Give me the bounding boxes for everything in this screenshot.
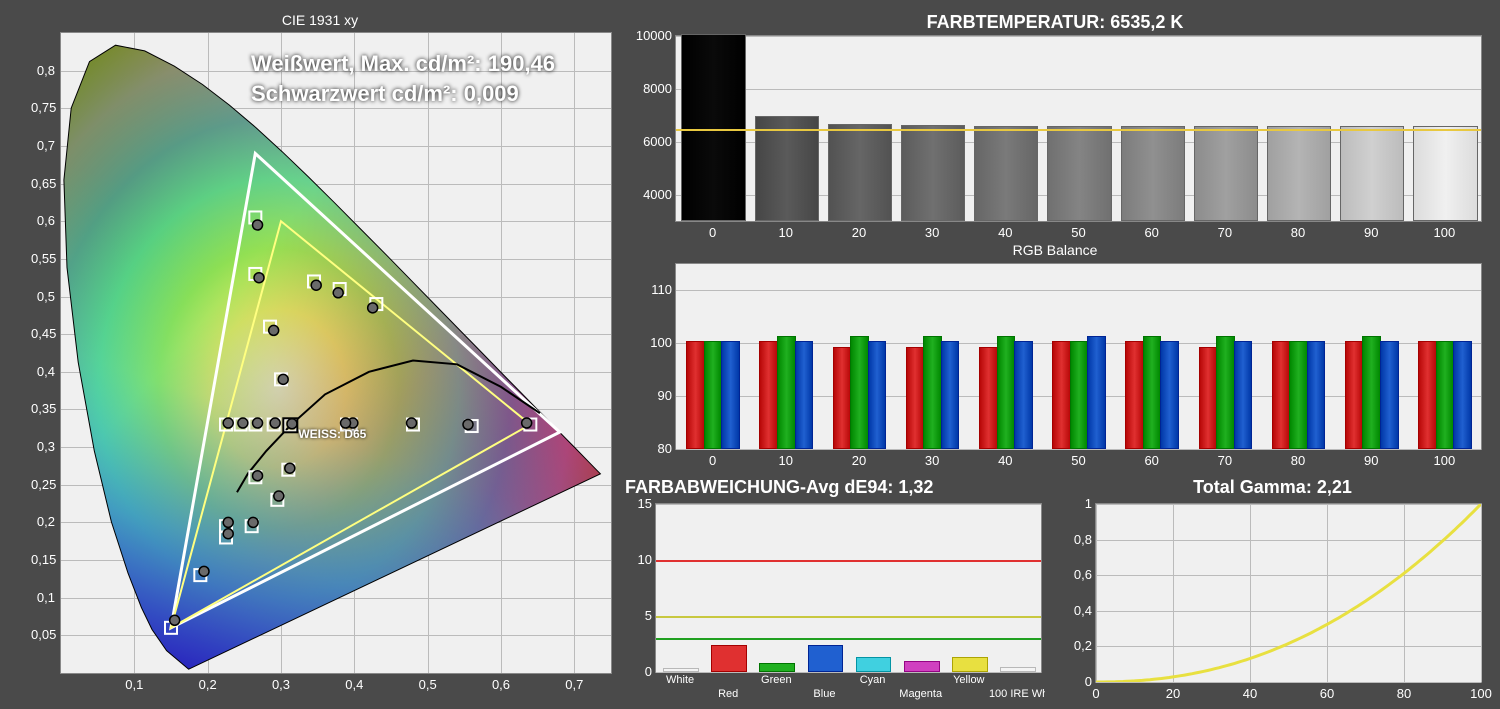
delta-bar-3	[808, 645, 844, 672]
rgb-bar-R-80	[1272, 341, 1291, 449]
rgb-bar-B-80	[1307, 341, 1326, 449]
rgb-bar-G-30	[923, 336, 942, 449]
rgb-bar-R-20	[833, 347, 852, 449]
cie-overlay-0: Weißwert, Max. cd/m²: 190,46	[251, 51, 555, 77]
rgb-plot: 80901001100102030405060708090100	[675, 263, 1482, 450]
rgb-bar-R-100	[1418, 341, 1437, 449]
rgb-bar-B-10	[795, 341, 814, 449]
rgb-bar-G-60	[1143, 336, 1162, 449]
rgb-bar-B-0	[721, 341, 740, 449]
cie-svg	[61, 33, 611, 673]
rgb-bar-G-70	[1216, 336, 1235, 449]
farbtemp-chart: FARBTEMPERATUR: 6535,2 K4000600080001000…	[625, 20, 1485, 235]
rgb-bar-G-50	[1070, 341, 1089, 449]
farbtemp-bar-50	[1047, 126, 1111, 221]
delta-chart: FARBABWEICHUNG-Avg dE94: 1,32051015White…	[625, 485, 1045, 695]
rgb-bar-R-40	[979, 347, 998, 449]
farbtemp-plot: 400060008000100000102030405060708090100	[675, 35, 1482, 222]
delta-title: FARBABWEICHUNG-Avg dE94: 1,32	[625, 477, 933, 498]
farbtemp-bar-80	[1267, 126, 1331, 221]
rgb-bar-B-60	[1160, 341, 1179, 449]
farbtemp-bar-60	[1121, 126, 1185, 221]
delta-bar-2	[759, 663, 795, 672]
farbtemp-title: FARBTEMPERATUR: 6535,2 K	[625, 12, 1485, 33]
cie-title: CIE 1931 xy	[30, 12, 610, 28]
rgb-bar-B-50	[1087, 336, 1106, 449]
d65-label: WEISS: D65	[298, 427, 366, 441]
rgb-bar-R-0	[686, 341, 705, 449]
rgb-bar-G-100	[1436, 341, 1455, 449]
rgb-bar-R-60	[1125, 341, 1144, 449]
rgb-bar-B-100	[1453, 341, 1472, 449]
farbtemp-bar-100	[1413, 126, 1477, 221]
rgb-bar-G-40	[997, 336, 1016, 449]
rgb-bar-R-70	[1199, 347, 1218, 449]
rgb-bar-B-70	[1234, 341, 1253, 449]
rgb-bar-B-90	[1380, 341, 1399, 449]
rgb-bar-R-50	[1052, 341, 1071, 449]
rgb-bar-R-90	[1345, 341, 1364, 449]
farbtemp-bar-20	[828, 124, 892, 221]
rgb-bar-R-10	[759, 341, 778, 449]
cie-overlay-1: Schwarzwert cd/m²: 0,009	[251, 81, 519, 107]
farbtemp-bar-30	[901, 125, 965, 221]
rgb-bar-G-90	[1362, 336, 1381, 449]
gamma-title: Total Gamma: 2,21	[1060, 477, 1485, 498]
farbtemp-bar-40	[974, 126, 1038, 221]
delta-bar-1	[711, 645, 747, 672]
rgb-bar-G-0	[704, 341, 723, 449]
rgb-bar-G-10	[777, 336, 796, 449]
delta-plot: 051015WhiteRedGreenBlueCyanMagentaYellow…	[655, 503, 1042, 673]
rgb-bar-B-30	[941, 341, 960, 449]
rgb-chart: RGB Balance80901001100102030405060708090…	[625, 248, 1485, 468]
delta-bar-7	[1000, 667, 1036, 672]
delta-bar-0	[663, 668, 699, 672]
rgb-bar-G-20	[850, 336, 869, 449]
farbtemp-bar-90	[1340, 126, 1404, 221]
delta-bar-6	[952, 657, 988, 672]
rgb-bar-R-30	[906, 347, 925, 449]
farbtemp-ref-line	[676, 129, 1481, 131]
rgb-bar-G-80	[1289, 341, 1308, 449]
farbtemp-bar-70	[1194, 126, 1258, 221]
cie-chart: CIE 1931 xy0,050,10,150,20,250,30,350,40…	[30, 20, 610, 680]
rgb-bar-B-20	[868, 341, 887, 449]
gamma-plot: 00,20,40,60,81020406080100	[1095, 503, 1482, 683]
gamma-chart: Total Gamma: 2,2100,20,40,60,81020406080…	[1060, 485, 1485, 695]
rgb-bar-B-40	[1014, 341, 1033, 449]
farbtemp-bar-0	[681, 34, 745, 221]
delta-bar-4	[856, 657, 892, 672]
rgb-title: RGB Balance	[625, 242, 1485, 258]
cie-plot: 0,050,10,150,20,250,30,350,40,450,50,550…	[60, 32, 612, 674]
farbtemp-bar-10	[755, 116, 819, 221]
gamma-curve	[1096, 504, 1481, 682]
delta-bar-5	[904, 661, 940, 672]
